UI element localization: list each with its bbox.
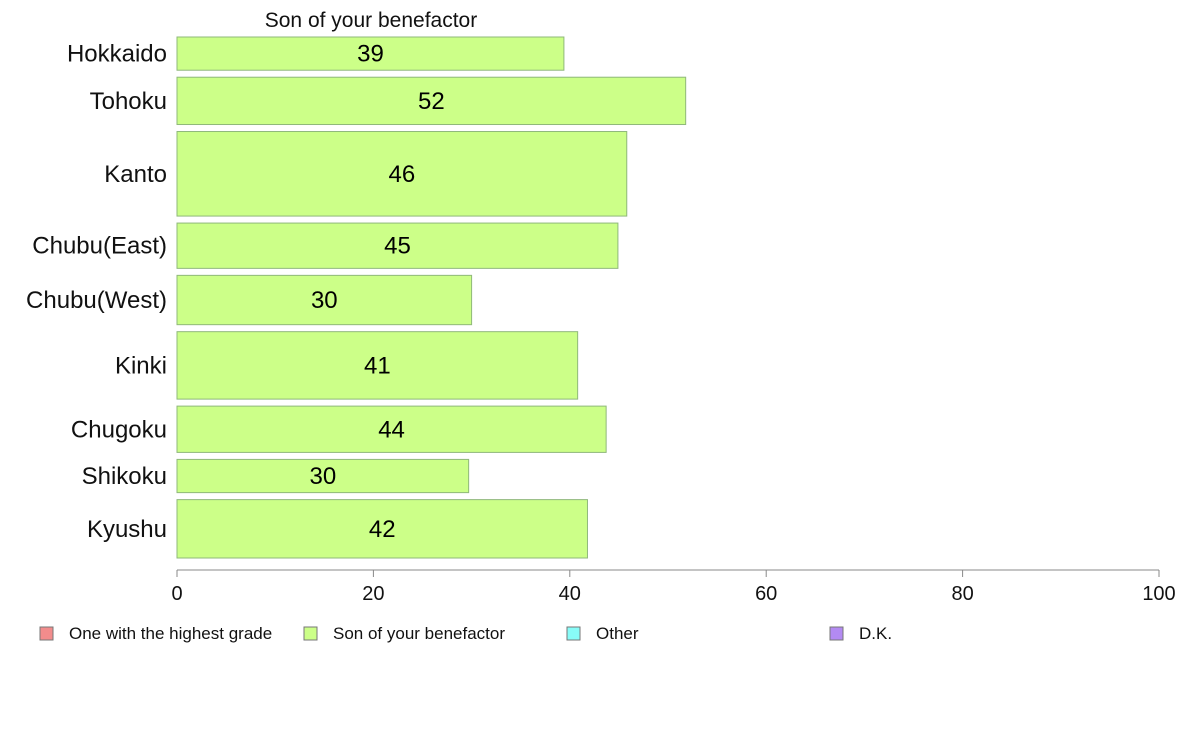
legend-swatch <box>566 626 581 641</box>
x-tick-label: 80 <box>951 583 973 605</box>
legend: One with the highest grade Son of your be… <box>39 624 892 643</box>
legend-swatch <box>39 626 54 641</box>
data-label: 42 <box>369 516 396 543</box>
bars-group: Hokkaido 39 Tohoku 52 Kanto 46 Chubu(East) 45 Ch… <box>26 36 687 559</box>
bar-tohoku <box>176 76 687 126</box>
category-label: Shikoku <box>82 463 167 490</box>
x-axis: 0 20 40 60 80 100 <box>171 569 1176 605</box>
legend-label: Son of your benefactor <box>333 624 505 643</box>
x-tick-label: 40 <box>559 583 581 605</box>
bar-chubu-east <box>176 222 619 269</box>
legend-label: Other <box>596 624 639 643</box>
bar-kinki <box>176 331 579 400</box>
x-tick-label: 100 <box>1142 583 1175 605</box>
data-label: 30 <box>311 287 338 314</box>
category-label: Tohoku <box>90 88 167 115</box>
data-label: 41 <box>364 352 391 379</box>
x-tick-label: 20 <box>362 583 384 605</box>
bar-shikoku <box>176 458 470 494</box>
chart-title: Son of your benefactor <box>265 9 477 32</box>
data-label: 30 <box>309 463 336 490</box>
category-label: Chubu(East) <box>32 233 167 260</box>
bar-hokkaido <box>176 36 565 71</box>
data-label: 45 <box>384 233 411 260</box>
bar-kanto <box>176 131 628 217</box>
data-label: 44 <box>378 416 405 443</box>
data-label: 52 <box>418 88 445 115</box>
legend-label: D.K. <box>859 624 892 643</box>
category-label: Hokkaido <box>67 41 167 68</box>
bar-chubu-west <box>176 274 473 326</box>
x-tick-label: 0 <box>171 583 182 605</box>
category-label: Kinki <box>115 352 167 379</box>
data-label: 46 <box>389 161 416 188</box>
category-label: Chugoku <box>71 416 167 443</box>
legend-label: One with the highest grade <box>69 624 272 643</box>
legend-swatch <box>303 626 318 641</box>
x-tick-label: 60 <box>755 583 777 605</box>
category-label: Chubu(West) <box>26 287 167 314</box>
data-label: 39 <box>357 41 384 68</box>
bar-chugoku <box>176 405 607 453</box>
category-label: Kanto <box>104 161 167 188</box>
legend-swatch <box>829 626 844 641</box>
category-label: Kyushu <box>87 516 167 543</box>
bar-kyushu <box>176 499 588 559</box>
